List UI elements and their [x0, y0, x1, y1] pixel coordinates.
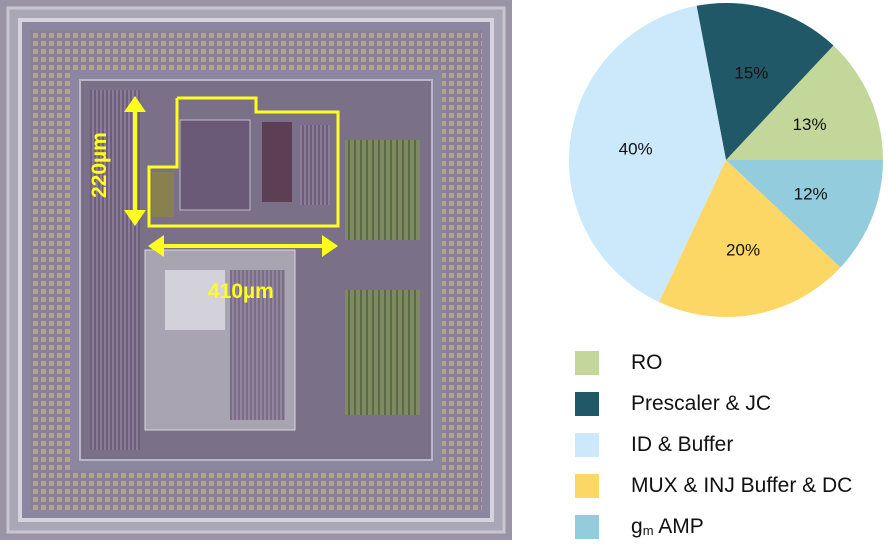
- pie-slice-2: [569, 5, 726, 303]
- legend-label: RO: [631, 350, 663, 374]
- width-label: 410µm: [208, 280, 274, 303]
- legend-swatch: [575, 391, 599, 416]
- legend-label: gm AMP: [631, 514, 704, 538]
- pie-slice-1: [696, 2, 834, 160]
- legend-swatch: [575, 350, 599, 375]
- legend-label: ID & Buffer: [631, 432, 734, 456]
- height-arrow: [124, 96, 146, 226]
- legend-item-mux: MUX & INJ Buffer & DC: [575, 465, 852, 506]
- slice-label: 40%: [619, 140, 653, 159]
- pie-slice-3: [659, 160, 841, 317]
- legend-swatch: [575, 432, 599, 457]
- slice-label: 15%: [734, 64, 768, 83]
- slice-label: 12%: [794, 185, 828, 204]
- legend-item-prescaler: Prescaler & JC: [575, 383, 852, 424]
- legend-item-gm-amp: gm AMP: [575, 506, 852, 547]
- legend-label: Prescaler & JC: [631, 391, 772, 415]
- pie-slice-0: [726, 45, 883, 160]
- legend-swatch: [575, 514, 599, 539]
- legend: RO Prescaler & JC ID & Buffer MUX & INJ …: [575, 342, 852, 547]
- width-arrow: [148, 235, 338, 257]
- slice-label: 20%: [726, 240, 760, 259]
- legend-label: MUX & INJ Buffer & DC: [631, 473, 853, 497]
- chip-micrograph: 220µm 410µm: [0, 0, 512, 540]
- pie-slice-4: [726, 160, 883, 268]
- legend-item-id-buffer: ID & Buffer: [575, 424, 852, 465]
- legend-swatch: [575, 473, 599, 498]
- pie-chart: 13% 15% 40% 20% 12%: [569, 2, 883, 317]
- slice-label: 13%: [793, 115, 827, 134]
- height-label: 220µm: [88, 132, 111, 198]
- legend-item-ro: RO: [575, 342, 852, 383]
- circuit-outline: [147, 96, 340, 228]
